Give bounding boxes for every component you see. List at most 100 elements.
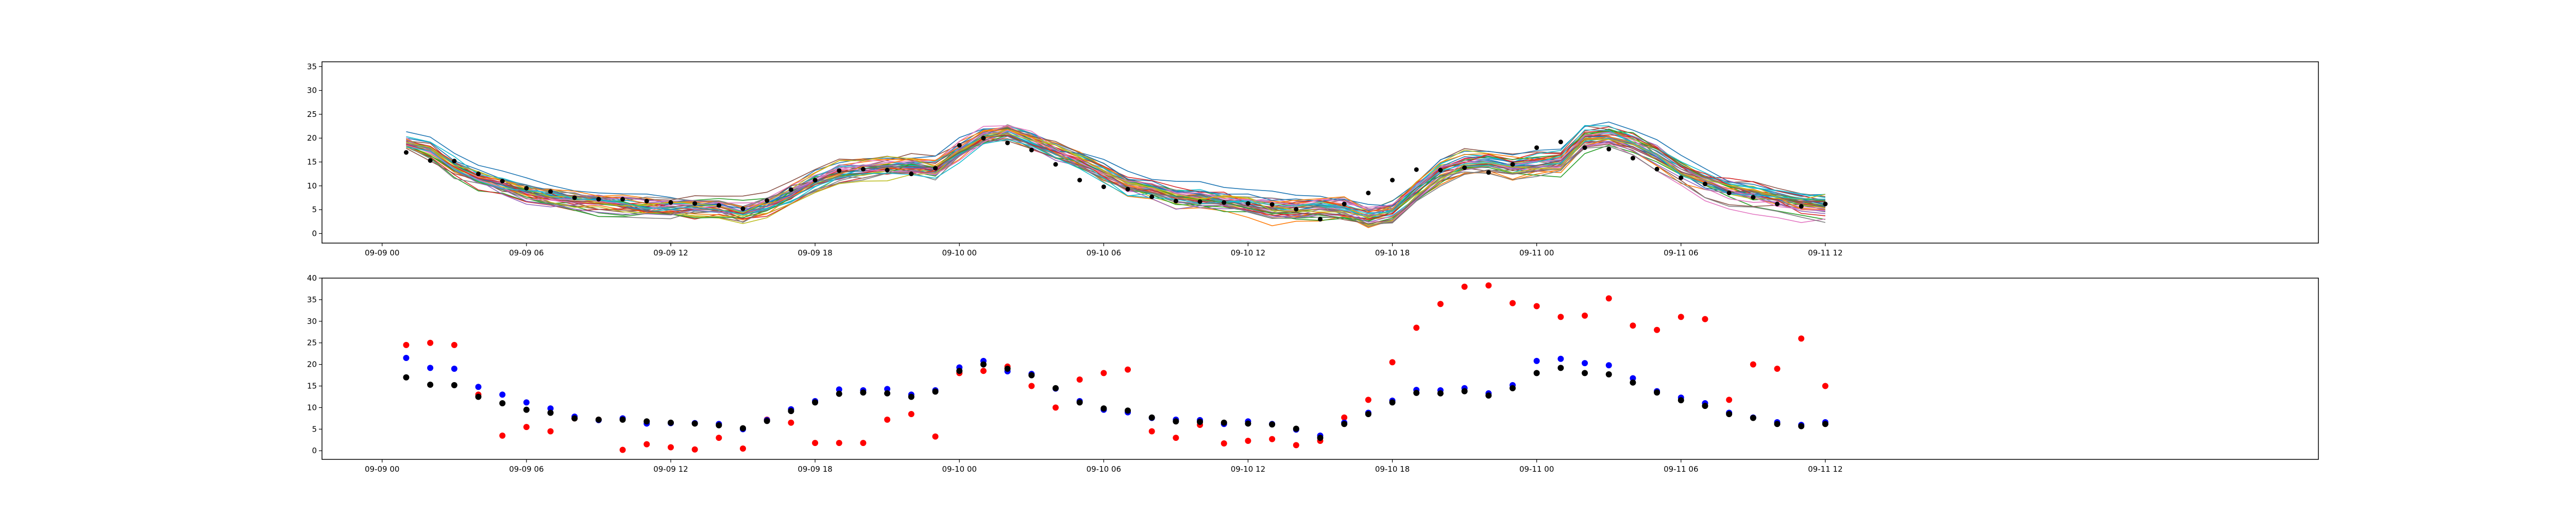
x-tick-label: 09-09 06: [509, 248, 544, 258]
scatter-point: [451, 341, 457, 348]
x-tick-label: 09-09 06: [509, 465, 544, 474]
observed-point: [572, 195, 577, 200]
scatter-point: [1052, 385, 1059, 391]
scatter-point: [1125, 407, 1131, 414]
x-tick-label: 09-09 00: [365, 465, 399, 474]
x-tick-label: 09-10 00: [942, 465, 976, 474]
observed-point: [1438, 167, 1443, 173]
scatter-point: [740, 425, 747, 432]
observed-point: [1173, 198, 1178, 203]
scatter-point: [908, 393, 914, 400]
observed-point: [596, 197, 601, 202]
scatter-point: [860, 440, 867, 447]
x-tick-label: 09-11 00: [1519, 465, 1554, 474]
scatter-point: [1100, 405, 1107, 412]
scatter-point: [884, 416, 891, 423]
observed-point: [1606, 147, 1612, 152]
scatter-point: [1557, 355, 1564, 362]
ensemble-member-line: [406, 136, 1825, 223]
scatter-point: [812, 440, 819, 447]
scatter-point: [1293, 442, 1299, 449]
x-tick-label: 09-10 12: [1231, 248, 1265, 258]
x-tick-label: 09-10 18: [1375, 248, 1410, 258]
scatter-point: [812, 399, 819, 406]
scatter-point: [1173, 435, 1179, 441]
observed-point: [812, 178, 818, 183]
observed-point: [1630, 156, 1635, 161]
scatter-point: [980, 361, 987, 368]
scatter-point: [860, 389, 867, 396]
y-tick-label: 5: [312, 205, 317, 214]
scatter-point: [1437, 390, 1444, 397]
y-tick-label: 30: [307, 86, 317, 95]
scatter-point: [1702, 316, 1708, 322]
observed-point: [644, 198, 649, 203]
scatter-point: [523, 399, 530, 406]
y-tick-label: 0: [312, 229, 317, 238]
x-tick-label: 09-09 12: [653, 248, 688, 258]
scatter-point: [1100, 370, 1107, 376]
observed-point: [1318, 217, 1323, 222]
scatter-point: [1822, 383, 1828, 389]
observed-point: [1197, 199, 1202, 204]
observed-point: [1486, 170, 1491, 175]
ensemble-member-line: [406, 133, 1825, 212]
ensemble-member-line: [406, 132, 1825, 228]
observed-point: [1679, 175, 1684, 180]
ensemble-member-line: [406, 139, 1826, 225]
x-tick-label: 09-10 06: [1087, 248, 1121, 258]
observed-point: [1799, 204, 1804, 209]
scatter-point: [1605, 362, 1612, 369]
scatter-point: [643, 441, 650, 448]
scatter-point: [764, 418, 770, 424]
x-tick-label: 09-10 12: [1231, 465, 1265, 474]
scatter-point: [1245, 420, 1251, 427]
scatter-point: [1774, 366, 1781, 372]
y-tick-label: 35: [307, 295, 317, 304]
observed-point: [403, 150, 409, 155]
scatter-point: [956, 368, 963, 374]
x-tick-label: 09-11 06: [1664, 248, 1698, 258]
scatter-point: [1461, 388, 1468, 394]
scatter-point: [740, 445, 747, 452]
scatter-point: [1076, 376, 1083, 383]
observed-point: [1726, 191, 1732, 196]
scatter-point: [499, 400, 506, 407]
scatter-point: [1533, 357, 1540, 364]
scatter-point: [1702, 403, 1708, 409]
y-tick-label: 25: [307, 110, 317, 119]
scatter-point: [1582, 370, 1588, 376]
observed-point: [452, 159, 457, 164]
observed-point: [1005, 140, 1010, 145]
scatter-point: [619, 447, 626, 453]
scatter-point: [1533, 303, 1540, 310]
x-tick-label: 09-11 00: [1519, 248, 1554, 258]
scatter-point: [427, 382, 434, 388]
y-tick-label: 20: [307, 133, 317, 143]
observed-point: [1101, 184, 1106, 190]
scatter-series-0: [403, 282, 1828, 453]
scatter-point: [1341, 414, 1348, 421]
scatter-point: [1437, 301, 1444, 307]
scatter-point: [836, 386, 842, 393]
scatter-point: [499, 391, 506, 398]
scatter-point: [1750, 361, 1756, 368]
scatter-point: [1269, 421, 1276, 428]
observed-point: [548, 189, 553, 194]
y-tick-label: 10: [307, 181, 317, 191]
scatter-point: [1677, 314, 1684, 320]
scatter-point: [1173, 418, 1179, 425]
observed-point: [885, 167, 890, 173]
observed-point: [692, 201, 698, 206]
scatter-point: [1630, 375, 1636, 382]
ensemble-member-line: [406, 133, 1826, 218]
scatter-point: [1413, 324, 1420, 331]
scatter-point: [908, 411, 914, 417]
ensemble-member-line: [406, 129, 1825, 216]
scatter-point: [836, 390, 842, 397]
scatter-point: [1076, 399, 1083, 406]
y-tick-label: 15: [307, 158, 317, 167]
observed-point: [837, 168, 842, 173]
plot-area-frame: [321, 61, 2319, 244]
scatter-point: [1677, 397, 1684, 404]
